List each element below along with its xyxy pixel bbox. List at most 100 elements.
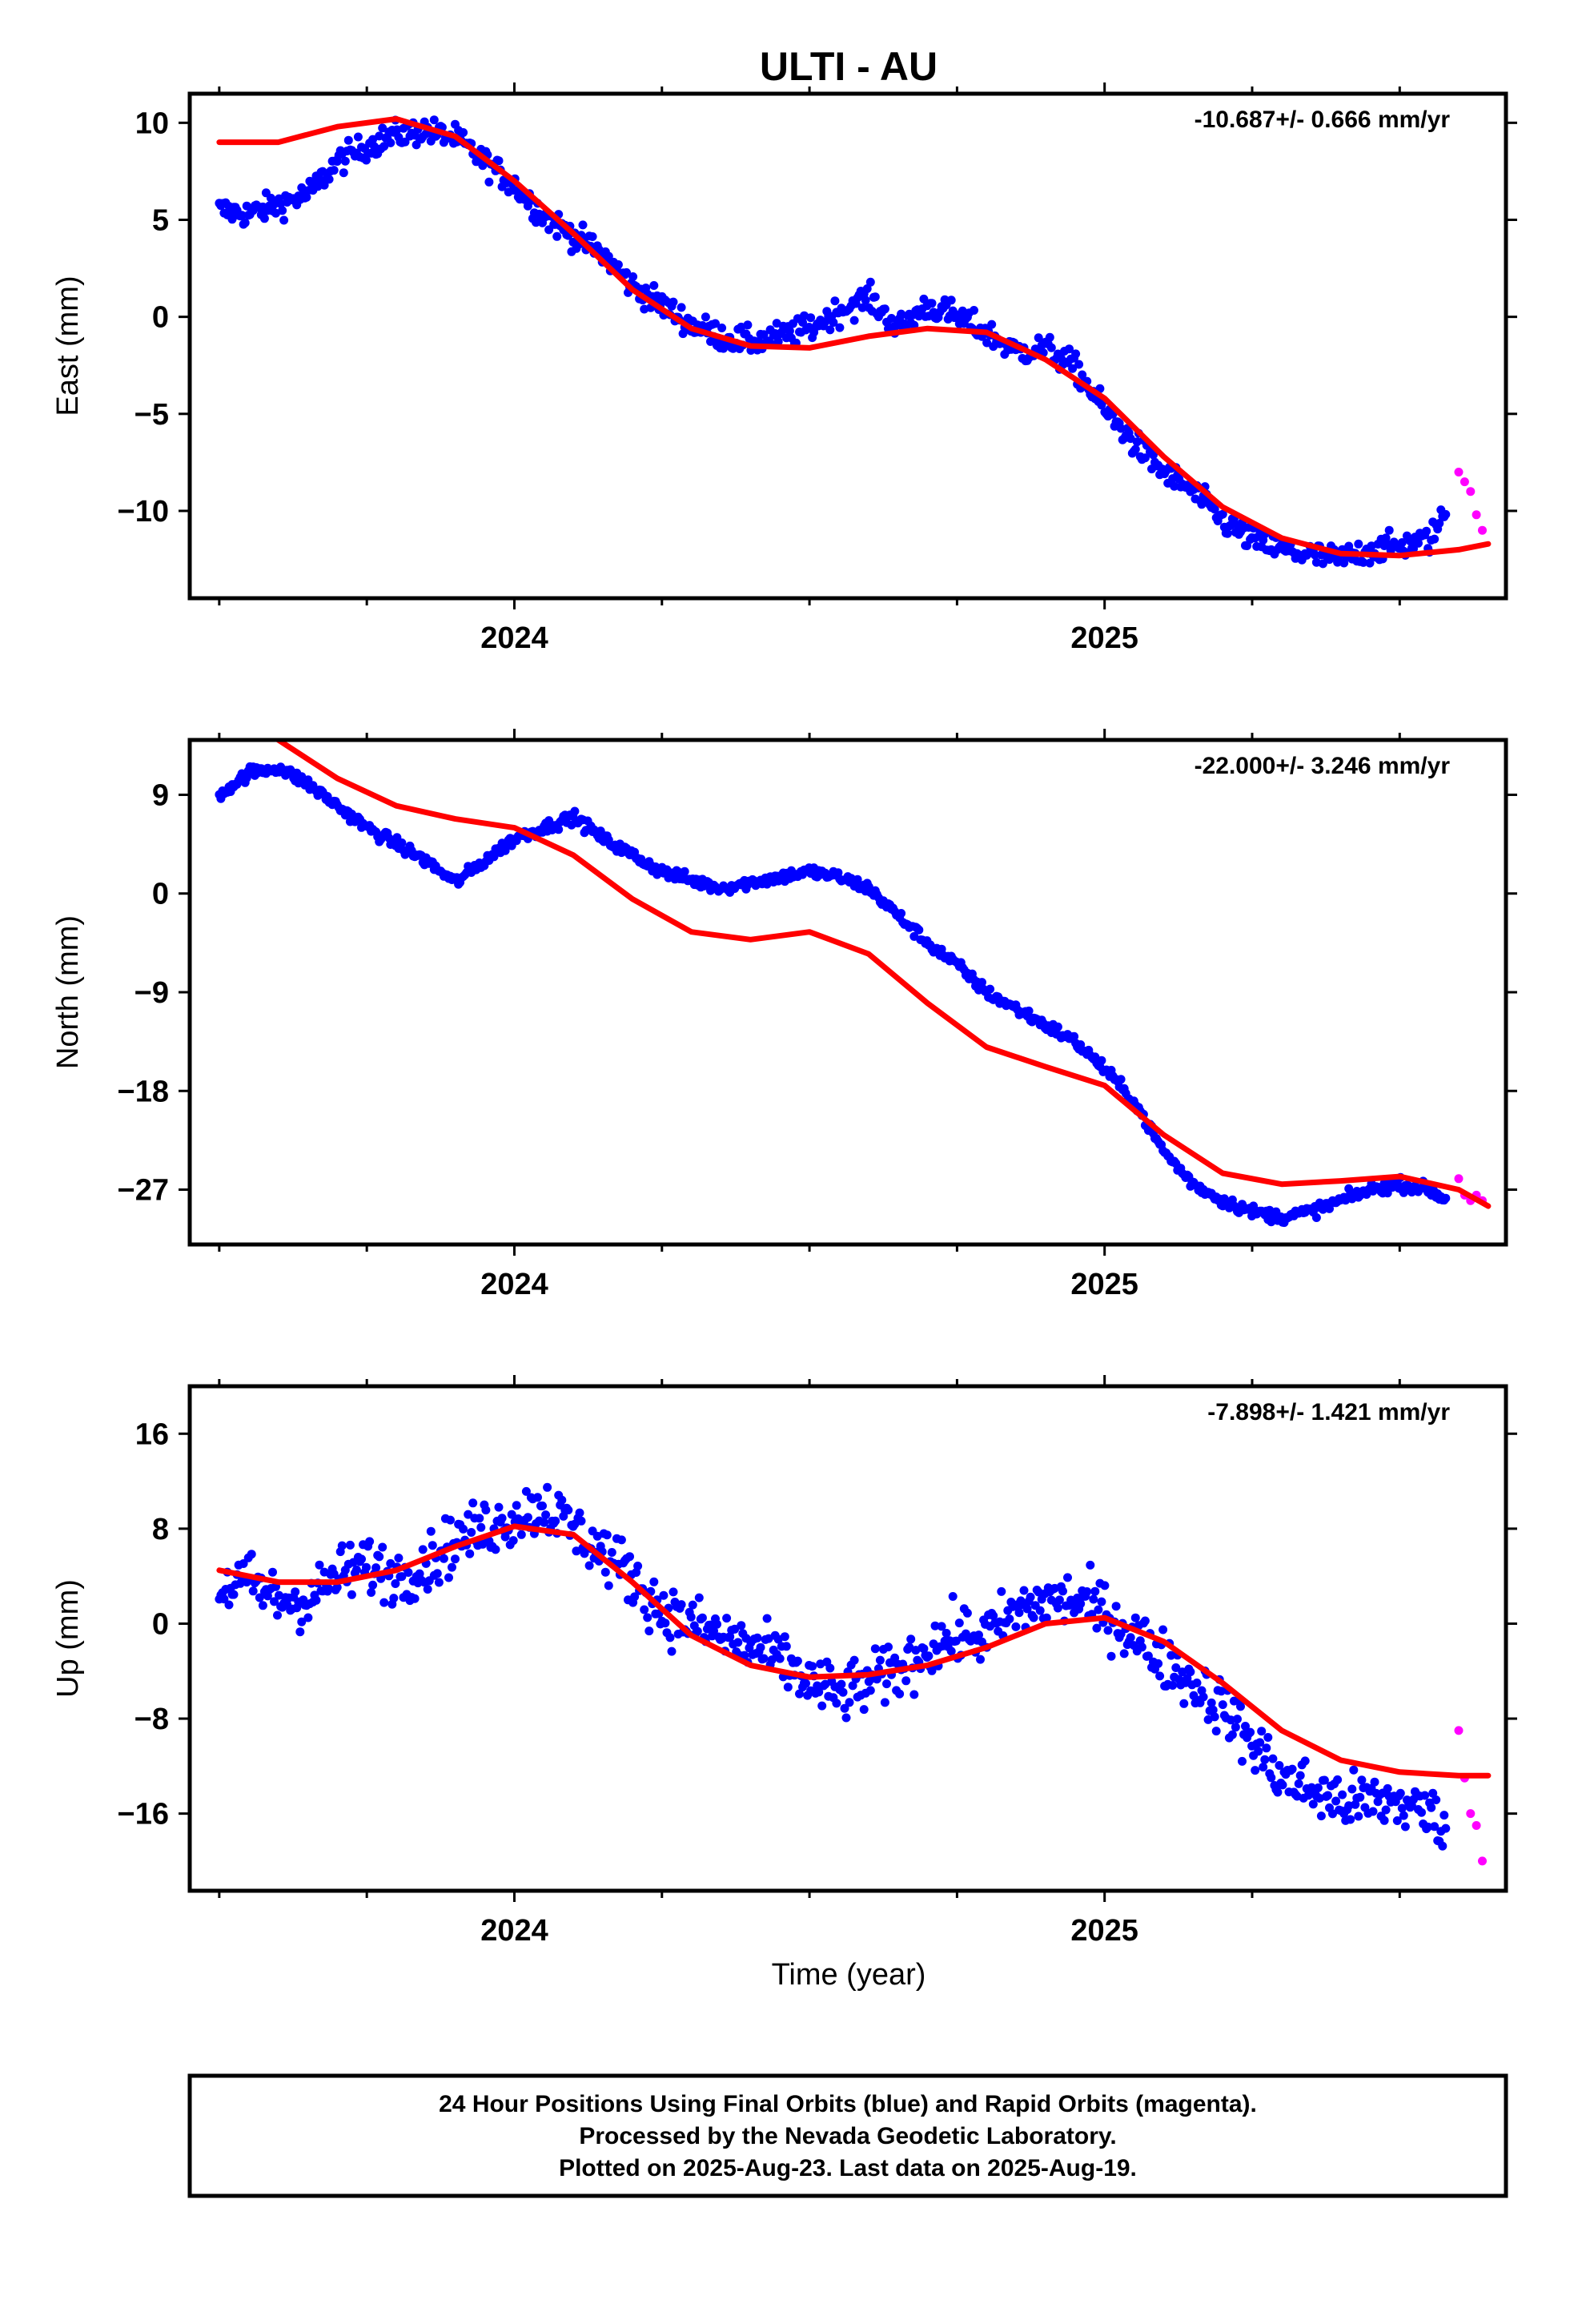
final-orbit-point	[353, 132, 363, 142]
final-orbit-point	[1170, 481, 1179, 491]
final-orbit-point	[512, 1501, 521, 1510]
final-orbit-point	[1210, 505, 1219, 514]
model-fit-line	[216, 1523, 1492, 1779]
final-orbit-point	[1287, 1764, 1297, 1774]
final-orbit-point	[1019, 1586, 1029, 1595]
x-tick-label: 2025	[1070, 621, 1138, 655]
final-orbit-point	[1126, 434, 1135, 444]
final-orbit-point	[1065, 344, 1074, 354]
final-orbit-point	[622, 267, 631, 277]
final-orbit-point	[669, 297, 678, 307]
final-orbit-point	[1005, 1614, 1014, 1624]
final-orbit-point	[552, 231, 562, 241]
final-orbit-point	[507, 1510, 516, 1519]
final-orbit-point	[270, 1597, 279, 1606]
final-orbit-point	[825, 1663, 835, 1673]
final-orbit-point	[551, 1516, 560, 1526]
final-orbit-point	[1355, 1792, 1365, 1802]
model-fit-line	[275, 740, 1492, 1209]
final-orbit-point	[1441, 1823, 1451, 1833]
y-tick-label: −27	[118, 1174, 169, 1208]
final-orbit-point	[825, 325, 835, 335]
final-orbit-point	[1227, 1730, 1237, 1739]
final-orbit-point	[832, 1699, 841, 1708]
final-orbit-point	[494, 1502, 504, 1512]
final-orbit-point	[404, 1568, 413, 1577]
final-orbit-point	[439, 1554, 448, 1563]
final-orbit-point	[1294, 1779, 1303, 1788]
final-orbit-point	[686, 1612, 696, 1622]
final-orbit-point	[781, 1642, 791, 1651]
final-orbit-point	[1026, 1592, 1035, 1602]
y-tick-label: 9	[152, 778, 169, 812]
final-orbit-point	[859, 1705, 869, 1715]
final-orbit-point	[1430, 1822, 1439, 1831]
final-orbit-point	[240, 218, 250, 227]
final-orbit-point	[279, 215, 289, 225]
final-orbit-point	[793, 1656, 802, 1666]
final-orbit-point	[1323, 1791, 1332, 1800]
final-orbit-point	[1328, 1809, 1337, 1819]
final-orbit-point	[378, 1542, 387, 1552]
final-orbit-point	[340, 156, 350, 166]
final-orbit-point	[677, 303, 686, 312]
final-orbit-point	[1074, 360, 1084, 369]
final-orbit-point	[429, 115, 439, 125]
final-orbit-point	[914, 925, 924, 935]
final-orbit-point	[337, 1541, 347, 1550]
final-orbit-point	[1383, 1783, 1392, 1793]
final-orbit-point	[1439, 1811, 1449, 1820]
final-orbit-point	[494, 156, 504, 166]
final-orbit-point	[303, 1613, 313, 1622]
final-orbit-point	[1441, 509, 1451, 519]
final-orbit-point	[1089, 1594, 1098, 1604]
final-orbit-point	[273, 1610, 282, 1620]
final-orbit-point	[1154, 1659, 1163, 1668]
final-orbit-point	[1199, 1692, 1208, 1702]
final-orbit-point	[1347, 1784, 1357, 1794]
final-orbit-point	[697, 1613, 707, 1622]
final-orbit-point	[677, 1600, 686, 1610]
final-orbit-point	[297, 1617, 307, 1626]
final-orbit-point	[982, 338, 992, 348]
final-orbit-point	[989, 1611, 998, 1621]
final-orbit-point	[884, 1642, 893, 1652]
final-orbit-point	[801, 1679, 810, 1688]
final-orbit-point	[630, 1592, 640, 1602]
plot-frame	[187, 1384, 1508, 1893]
final-orbit-point	[833, 868, 843, 878]
final-orbit-point	[951, 1636, 961, 1646]
final-orbit-point	[444, 1573, 453, 1582]
y-tick-label: −16	[118, 1798, 169, 1831]
final-orbit-point	[248, 1586, 258, 1596]
final-orbit-point	[481, 1506, 491, 1515]
final-orbit-point	[783, 1683, 793, 1692]
final-orbit-point	[830, 296, 840, 306]
final-orbit-point	[604, 251, 613, 261]
final-orbit-point	[508, 1536, 518, 1546]
final-orbit-point	[1116, 424, 1126, 433]
rapid-orbit-point	[1454, 1726, 1464, 1735]
final-orbit-point	[1149, 450, 1158, 460]
final-orbit-point	[1155, 1671, 1165, 1681]
final-orbit-point	[564, 1506, 573, 1515]
y-tick-label: 5	[152, 204, 169, 238]
final-orbit-point	[1130, 444, 1140, 454]
final-orbit-point	[397, 838, 407, 847]
final-orbit-point	[324, 1584, 334, 1594]
final-orbit-point	[386, 138, 396, 147]
final-orbit-point	[753, 1633, 762, 1642]
final-orbit-point	[1275, 1761, 1284, 1770]
final-orbit-point	[930, 1621, 940, 1630]
y-tick-label: 0	[152, 1607, 169, 1641]
final-orbit-point	[743, 320, 753, 330]
final-orbit-point	[224, 1600, 234, 1610]
final-orbit-point	[1186, 1667, 1195, 1677]
final-orbit-point	[1399, 1811, 1408, 1820]
final-orbit-point	[1078, 370, 1087, 380]
final-orbit-point	[315, 1560, 324, 1570]
plot-frame	[187, 91, 1508, 601]
final-orbit-point	[1354, 1811, 1363, 1821]
final-orbit-point	[1063, 1573, 1072, 1582]
final-orbit-point	[1255, 1738, 1265, 1747]
